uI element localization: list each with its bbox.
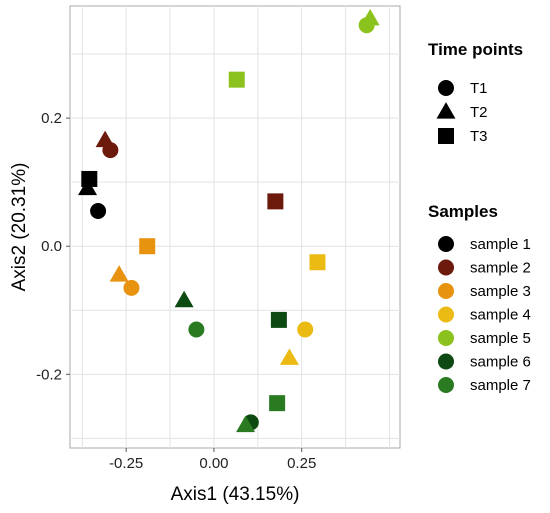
time-legend-label: T3 bbox=[470, 128, 488, 145]
x-tick-label: -0.25 bbox=[109, 455, 143, 472]
data-point bbox=[174, 290, 194, 308]
data-point bbox=[309, 254, 326, 271]
data-point bbox=[360, 8, 380, 26]
data-point bbox=[139, 238, 156, 255]
y-tick-label: 0.2 bbox=[41, 110, 62, 127]
data-point bbox=[188, 321, 205, 338]
time-legend-key-circle bbox=[438, 80, 454, 96]
sample-legend-label: sample 7 bbox=[470, 377, 531, 394]
samples-legend: Samples sample 1 sample 2 sample 3 sample 4… bbox=[428, 202, 531, 394]
time-legend-title: Time points bbox=[428, 40, 523, 59]
time-legend-key-square bbox=[438, 128, 454, 144]
sample-legend-label: sample 1 bbox=[470, 236, 531, 253]
data-point bbox=[279, 348, 299, 365]
y-axis-ticks: -0.2 0.0 0.2 bbox=[36, 110, 70, 383]
y-axis-title: Axis2 (20.31%) bbox=[9, 163, 30, 292]
data-point bbox=[267, 193, 284, 210]
data-point bbox=[228, 71, 245, 88]
sample-legend-label: sample 6 bbox=[470, 354, 531, 371]
data-point bbox=[90, 202, 107, 219]
sample-legend-key bbox=[438, 306, 454, 323]
sample-legend-key bbox=[438, 259, 454, 276]
data-point bbox=[109, 265, 129, 282]
y-tick-label: -0.2 bbox=[36, 366, 62, 383]
sample-legend-key bbox=[438, 353, 454, 370]
time-legend-label: T2 bbox=[470, 104, 488, 121]
data-point bbox=[123, 279, 140, 296]
data-point bbox=[297, 321, 314, 338]
data-point bbox=[95, 130, 115, 148]
data-point bbox=[236, 415, 256, 433]
time-legend-label: T1 bbox=[470, 80, 488, 97]
x-tick-label: 0.25 bbox=[287, 455, 316, 472]
grid-lines bbox=[70, 6, 400, 448]
data-point bbox=[270, 311, 287, 328]
time-legend-key-triangle bbox=[436, 102, 456, 119]
sample-legend-key bbox=[438, 236, 454, 252]
sample-legend-key bbox=[438, 330, 454, 346]
y-tick-label: 0.0 bbox=[41, 238, 62, 255]
sample-legend-label: sample 2 bbox=[470, 260, 531, 277]
data-point bbox=[269, 395, 286, 412]
time-points-legend: Time points T1 T2 T3 bbox=[428, 40, 523, 145]
x-axis-ticks: -0.25 0.00 0.25 bbox=[109, 448, 316, 472]
data-points bbox=[78, 8, 380, 433]
sample-legend-key bbox=[438, 283, 454, 299]
sample-legend-label: sample 4 bbox=[470, 307, 531, 324]
x-tick-label: 0.00 bbox=[199, 455, 228, 472]
data-point bbox=[81, 170, 98, 187]
sample-legend-label: sample 3 bbox=[470, 283, 531, 300]
samples-legend-title: Samples bbox=[428, 202, 498, 221]
sample-legend-key bbox=[438, 377, 454, 393]
x-axis-title: Axis1 (43.15%) bbox=[171, 484, 300, 505]
sample-legend-label: sample 5 bbox=[470, 330, 531, 347]
